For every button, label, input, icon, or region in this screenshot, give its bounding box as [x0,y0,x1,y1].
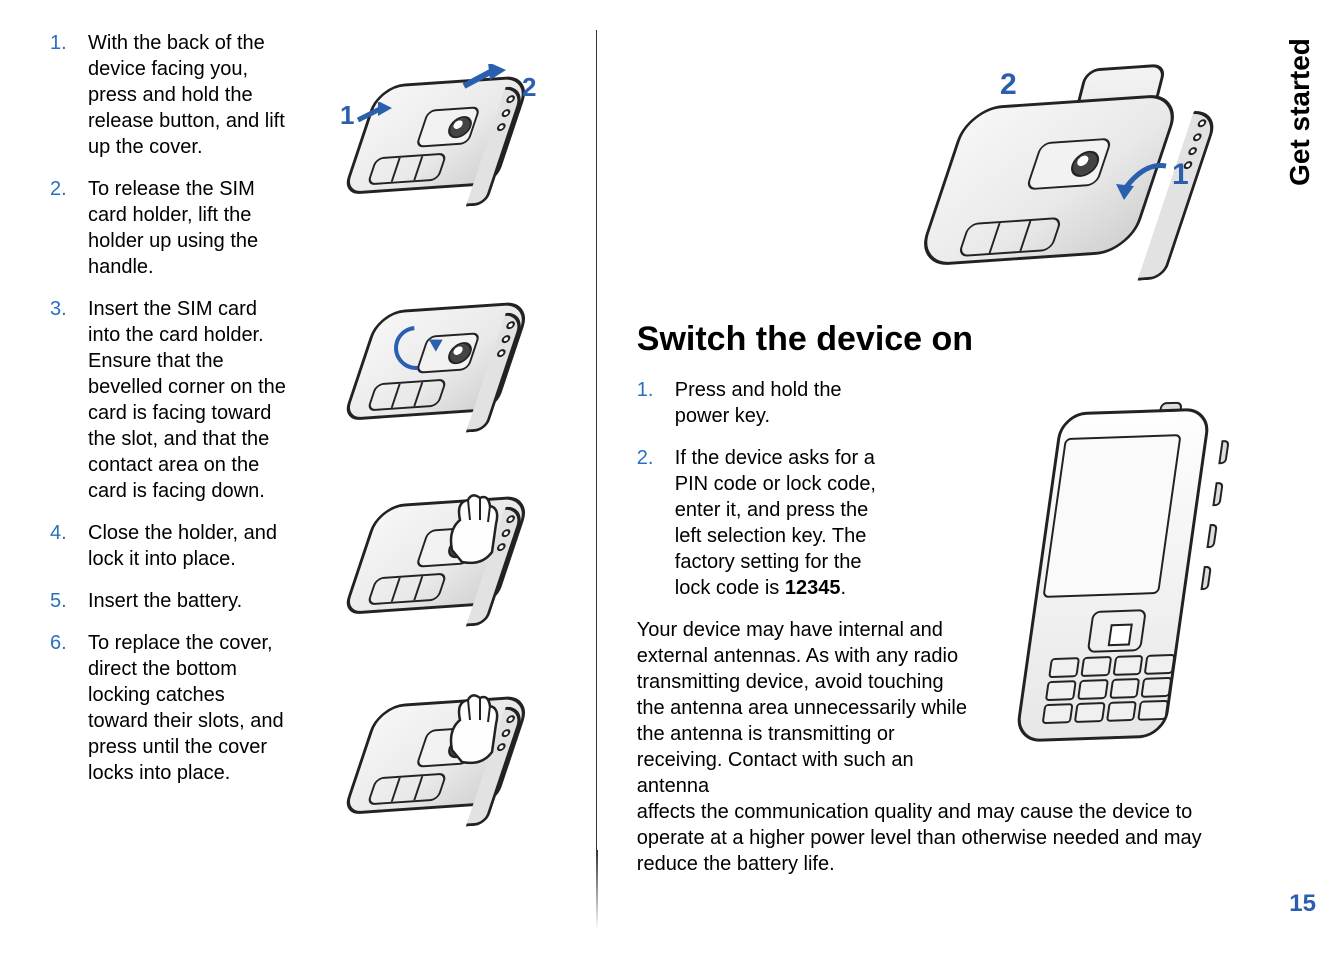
switch-step-1: Press and hold the power key. [637,377,877,429]
switch-step-1-text: Press and hold the power key. [675,379,842,427]
antenna-text-wide: affects the communication quality and ma… [637,799,1217,877]
step-5-text: Insert the battery. [88,590,242,612]
overlay-number-2: 2 [522,72,536,103]
diagram-insert-battery [332,480,532,660]
diagram-lift-holder [332,286,532,466]
section-side-tab: Get started [1278,0,1322,224]
overlay-number-1: 1 [1172,158,1189,192]
switch-on-steps: Press and hold the power key. If the dev… [637,377,877,601]
hand-icon [442,690,502,770]
step-4-text: Close the holder, and lock it into place… [88,522,277,570]
step-1: With the back of the device facing you, … [50,30,290,160]
step-2-text: To release the SIM card holder, lift the… [88,178,258,278]
diagram-device-slider: 2 1 [914,60,1194,320]
sim-install-steps: With the back of the device facing you, … [50,30,290,786]
page-number: 15 [1289,890,1316,918]
diagram-phone-front [1014,410,1214,750]
section-side-tab-label: Get started [1284,38,1316,186]
step-1-text: With the back of the device facing you, … [88,32,285,158]
diagram-replace-cover [332,680,532,860]
step-6-text: To replace the cover, direct the bottom … [88,632,284,784]
arrow-icon [460,64,510,94]
left-column: With the back of the device facing you, … [50,30,596,890]
overlay-number-2: 2 [1000,68,1017,102]
manual-page: With the back of the device facing you, … [0,0,1230,900]
period: . [840,577,846,599]
antenna-text-narrow: Your device may have internal and extern… [637,617,977,799]
switch-on-heading: Switch the device on [637,320,1220,359]
overlay-number-1: 1 [340,100,354,131]
diagram-remove-cover: 1 2 [332,60,532,240]
step-2: To release the SIM card holder, lift the… [50,176,290,280]
right-column: 2 1 Switch the device on Press and hold … [596,30,1220,890]
step-5: Insert the battery. [50,588,290,614]
step-6: To replace the cover, direct the bottom … [50,630,290,786]
step-4: Close the holder, and lock it into place… [50,520,290,572]
hand-icon [442,490,502,570]
phone-screen-icon [1042,434,1181,598]
arrow-icon [356,102,396,130]
column-divider-fade [596,850,598,930]
step-3-text: Insert the SIM card into the card holder… [88,298,286,502]
phone-keypad-icon [1042,608,1182,722]
step-3: Insert the SIM card into the card holder… [50,296,290,504]
arrow-curve-icon [1114,160,1174,210]
lock-code-value: 12345 [785,577,841,599]
switch-step-2: If the device asks for a PIN code or loc… [637,445,877,601]
